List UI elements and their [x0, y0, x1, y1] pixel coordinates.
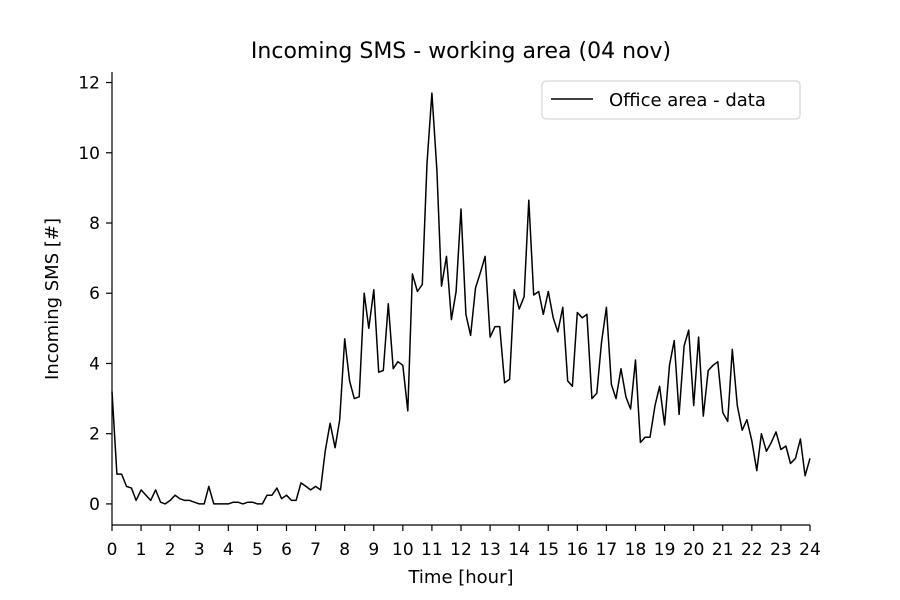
x-tick-label: 21	[712, 540, 734, 560]
x-tick-label: 1	[136, 540, 147, 560]
x-tick-label: 8	[339, 540, 350, 560]
x-tick-label: 4	[223, 540, 234, 560]
x-tick-label: 16	[567, 540, 589, 560]
x-tick-label: 14	[508, 540, 530, 560]
chart-title: Incoming SMS - working area (04 nov)	[251, 39, 671, 64]
x-tick-label: 18	[625, 540, 647, 560]
series-line-0	[111, 92, 811, 505]
x-tick-label: 3	[194, 540, 205, 560]
y-axis-label: Incoming SMS [#]	[42, 218, 63, 380]
x-tick-label: 13	[479, 540, 501, 560]
x-tick-label: 20	[683, 540, 705, 560]
x-tick-label: 23	[770, 540, 792, 560]
x-tick-label: 2	[165, 540, 176, 560]
legend: Office area - data	[541, 80, 801, 120]
series-group	[111, 92, 811, 505]
x-tick-label: 19	[654, 540, 676, 560]
y-tick-label: 8	[89, 214, 100, 234]
y-tick-label: 0	[89, 495, 100, 515]
x-tick-label: 5	[252, 540, 263, 560]
x-tick-label: 10	[392, 540, 414, 560]
x-tick-label: 22	[741, 540, 763, 560]
legend-box	[541, 80, 801, 120]
x-tick-label: 7	[310, 540, 321, 560]
y-tick-label: 6	[89, 284, 100, 304]
x-tick-label: 9	[368, 540, 379, 560]
x-tick-label: 15	[537, 540, 559, 560]
y-tick-label: 12	[78, 74, 100, 94]
x-tick-label: 6	[281, 540, 292, 560]
x-tick-label: 11	[421, 540, 443, 560]
y-tick-label: 10	[78, 144, 100, 164]
x-tick-label: 24	[799, 540, 821, 560]
x-axis-label: Time [hour]	[407, 567, 513, 588]
y-tick-label: 2	[89, 425, 100, 445]
x-tick-label: 17	[596, 540, 618, 560]
x-tick-label: 0	[107, 540, 118, 560]
y-tick-label: 4	[89, 354, 100, 374]
x-tick-label: 12	[450, 540, 472, 560]
plot-area: 0 1 2 3 4 5 6 7 8 9 10 11 12 13 14 15 16 17 18 19 20 21 22 23 24…	[78, 72, 821, 560]
legend-entry: Office area - data	[609, 90, 766, 111]
y-axis-ticks: 0 2 4 6 8 10 12	[78, 74, 112, 515]
x-axis-ticks: 0 1 2 3 4 5 6 7 8 9 10 11 12 13 14 15 16 17 18 19 20 21 22 23 24	[107, 525, 821, 560]
